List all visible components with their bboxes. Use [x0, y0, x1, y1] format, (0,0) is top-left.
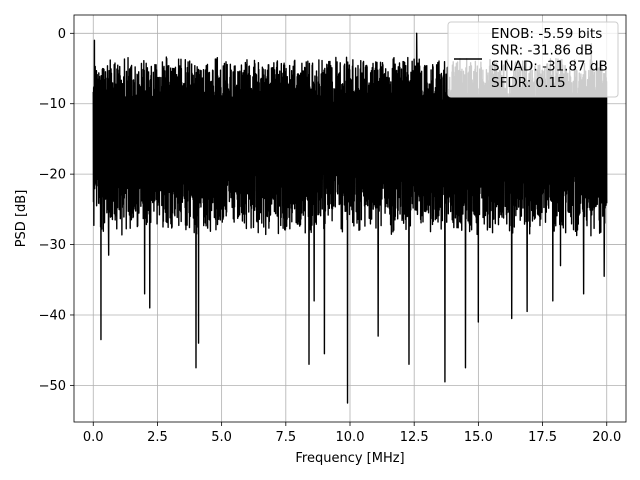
x-tick-label: 20.0: [592, 430, 621, 445]
x-tick-label: 12.5: [400, 430, 429, 445]
series-layer: [92, 32, 608, 404]
legend-line-sfdr: SFDR: 0.15: [491, 75, 566, 91]
x-axis-ticks: 0.0 2.5 5.0 7.5 10.0 12.5 15.0 17.5 20.0: [83, 422, 621, 445]
x-tick-label: 17.5: [528, 430, 557, 445]
x-tick-label: 10.0: [336, 430, 365, 445]
x-axis-label: Frequency [MHz]: [295, 451, 404, 466]
x-tick-label: 2.5: [147, 430, 168, 445]
x-tick-label: 15.0: [464, 430, 493, 445]
legend-line-enob: ENOB: -5.59 bits: [491, 26, 602, 42]
legend-box: [447, 21, 619, 98]
y-axis-label: PSD [dB]: [14, 190, 29, 248]
legend-line-sinad: SINAD: -31.87 dB: [491, 59, 608, 75]
x-tick-label: 7.5: [275, 430, 296, 445]
y-axis-ticks: 0 −10 −20 −30 −40 −50: [39, 27, 74, 394]
x-tick-label: 0.0: [83, 430, 104, 445]
y-tick-label: −40: [39, 308, 66, 323]
y-tick-label: −50: [39, 379, 66, 394]
y-tick-label: 0: [58, 27, 66, 42]
y-tick-label: −10: [39, 97, 66, 112]
y-tick-label: −30: [39, 238, 66, 253]
psd-trace: [92, 32, 608, 404]
legend: ENOB: -5.59 bits SNR: -31.86 dB SINAD: -…: [447, 21, 619, 98]
x-tick-label: 5.0: [211, 430, 232, 445]
legend-line-snr: SNR: -31.86 dB: [491, 42, 593, 58]
y-tick-label: −20: [39, 168, 66, 183]
